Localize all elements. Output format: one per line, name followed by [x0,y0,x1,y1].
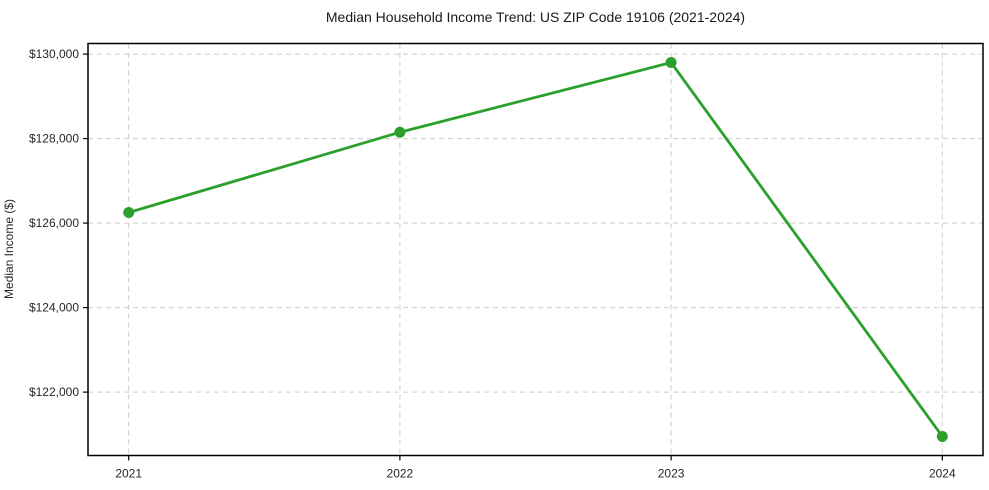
x-tick-label: 2021 [115,467,142,481]
data-point [394,126,406,138]
y-tick-label: $122,000 [29,385,79,399]
y-tick-label: $126,000 [29,216,79,230]
x-tick-label: 2023 [658,467,685,481]
y-tick-label: $128,000 [29,132,79,146]
y-tick-label: $124,000 [29,301,79,315]
data-point [936,430,948,442]
data-point [665,57,677,69]
plot-border [87,42,984,457]
y-tick-label: $130,000 [29,47,79,61]
x-tick-label: 2024 [929,467,956,481]
x-tick-label: 2022 [387,467,414,481]
data-point [123,207,135,219]
chart-title: Median Household Income Trend: US ZIP Co… [325,9,746,25]
trend-line [127,61,944,438]
